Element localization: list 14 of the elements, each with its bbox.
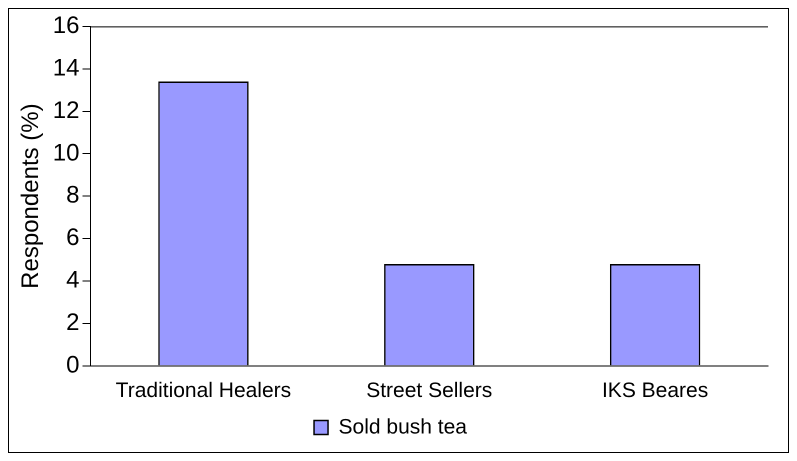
y-tick-label: 4 bbox=[66, 266, 80, 294]
y-tick-label: 6 bbox=[66, 224, 80, 252]
y-tick-label: 12 bbox=[52, 96, 80, 124]
x-tick-label: Street Sellers bbox=[366, 379, 492, 402]
x-tick-label: Traditional Healers bbox=[116, 379, 292, 402]
y-tick-label: 8 bbox=[66, 182, 80, 209]
y-tick-label: 16 bbox=[52, 12, 80, 40]
y-axis-title: Respondents (%) bbox=[17, 103, 44, 289]
y-tick-label: 10 bbox=[52, 139, 80, 166]
y-tick-label: 0 bbox=[66, 351, 80, 378]
legend-label: Sold bush tea bbox=[338, 415, 468, 438]
y-tick-label: 14 bbox=[52, 54, 80, 82]
y-tick-label: 2 bbox=[66, 309, 80, 336]
x-tick-label: IKS Beares bbox=[602, 379, 708, 402]
